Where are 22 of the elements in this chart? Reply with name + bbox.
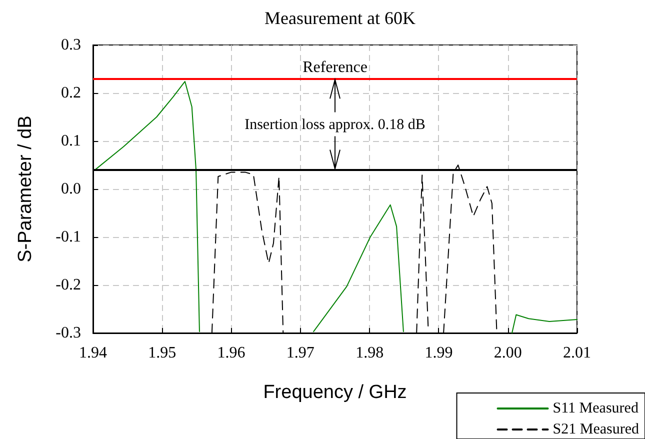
y-tick-label: 0.0 <box>61 180 81 198</box>
x-tick-label: 2.01 <box>563 344 591 362</box>
legend-label: S21 Measured <box>552 422 640 438</box>
x-tick-label: 1.96 <box>217 344 246 362</box>
legend-label: S11 Measured <box>552 400 639 416</box>
ref-line-label: Reference <box>302 59 368 76</box>
x-tick-label: 1.94 <box>79 344 107 362</box>
x-tick-label: 1.99 <box>424 344 453 362</box>
y-tick-label: -0.3 <box>56 324 81 342</box>
annotation: Insertion loss approx. 0.18 dB <box>244 117 426 134</box>
y-axis-title: S-Parameter / dB <box>15 116 36 262</box>
y-tick-label: 0.3 <box>61 36 81 54</box>
x-tick-label: 1.97 <box>286 344 314 362</box>
x-tick-label: 1.98 <box>356 344 384 362</box>
y-tick-label: -0.1 <box>56 228 81 246</box>
x-tick-label: 1.95 <box>148 344 176 362</box>
y-tick-label: 0.2 <box>61 84 81 102</box>
x-axis-title: Frequency / GHz <box>263 382 407 403</box>
y-tick-label: 0.1 <box>61 132 81 150</box>
y-tick-label: -0.2 <box>56 276 81 294</box>
x-tick-label: 2.00 <box>494 344 522 362</box>
chart-title: Measurement at 60K <box>264 8 416 28</box>
